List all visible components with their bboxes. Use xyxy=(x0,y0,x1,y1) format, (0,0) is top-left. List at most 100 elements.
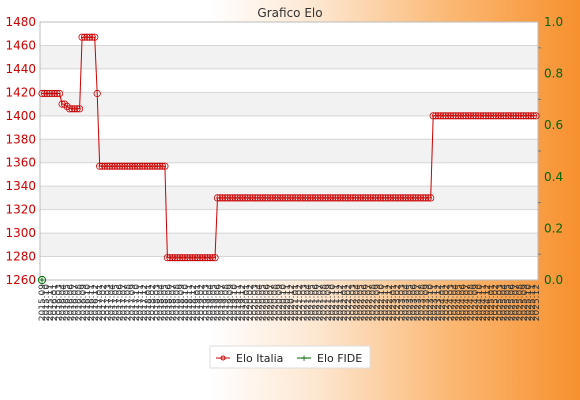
point-elo-italia[interactable] xyxy=(118,162,126,170)
point-elo-italia[interactable] xyxy=(477,112,485,120)
point-elo-italia[interactable] xyxy=(40,89,49,98)
point-elo-italia[interactable] xyxy=(218,194,227,202)
point-elo-italia[interactable] xyxy=(126,162,134,170)
point-elo-italia[interactable] xyxy=(439,112,447,120)
point-elo-italia[interactable] xyxy=(306,194,314,202)
point-elo-italia[interactable] xyxy=(289,194,297,202)
point-elo-italia[interactable] xyxy=(437,112,445,120)
point-elo-italia[interactable] xyxy=(101,162,109,170)
point-elo-italia[interactable] xyxy=(103,162,111,170)
point-elo-italia[interactable] xyxy=(133,162,141,170)
point-elo-italia[interactable] xyxy=(427,194,435,202)
point-elo-italia[interactable] xyxy=(146,162,154,170)
point-elo-italia[interactable] xyxy=(261,194,269,202)
point-elo-italia[interactable] xyxy=(206,254,214,262)
point-elo-italia[interactable] xyxy=(326,194,334,202)
point-elo-italia[interactable] xyxy=(299,194,307,202)
point-elo-italia[interactable] xyxy=(524,112,533,120)
point-elo-italia[interactable] xyxy=(497,112,505,120)
point-elo-italia[interactable] xyxy=(361,194,370,202)
point-elo-italia[interactable] xyxy=(404,194,412,202)
point-elo-italia[interactable] xyxy=(381,194,390,202)
point-elo-italia[interactable] xyxy=(181,254,189,262)
point-elo-italia[interactable] xyxy=(432,112,440,120)
point-elo-italia[interactable] xyxy=(386,194,395,202)
point-elo-italia[interactable] xyxy=(334,194,342,202)
point-elo-italia[interactable] xyxy=(409,194,417,202)
point-elo-italia[interactable] xyxy=(464,112,472,120)
point-elo-italia[interactable] xyxy=(229,194,237,202)
point-elo-italia[interactable] xyxy=(198,254,207,262)
point-elo-italia[interactable] xyxy=(138,162,146,170)
point-elo-italia[interactable] xyxy=(286,194,294,202)
point-elo-italia[interactable] xyxy=(158,162,166,170)
point-elo-italia[interactable] xyxy=(224,194,232,202)
point-elo-italia[interactable] xyxy=(276,194,284,202)
point-elo-italia[interactable] xyxy=(304,194,312,202)
point-elo-italia[interactable] xyxy=(269,194,277,202)
point-elo-italia[interactable] xyxy=(48,89,56,98)
point-elo-italia[interactable] xyxy=(151,162,159,170)
point-elo-italia[interactable] xyxy=(50,89,59,98)
point-elo-italia[interactable] xyxy=(113,162,121,170)
point-elo-italia[interactable] xyxy=(60,100,69,108)
point-elo-italia[interactable] xyxy=(208,254,217,262)
point-elo-italia[interactable] xyxy=(527,112,535,120)
point-elo-italia[interactable] xyxy=(193,254,202,262)
point-elo-italia[interactable] xyxy=(514,112,523,120)
point-elo-italia[interactable] xyxy=(71,105,79,113)
point-elo-italia[interactable] xyxy=(178,254,186,262)
point-elo-italia[interactable] xyxy=(163,254,171,262)
point-elo-italia[interactable] xyxy=(467,112,475,120)
point-elo-italia[interactable] xyxy=(136,162,144,170)
point-elo-italia[interactable] xyxy=(499,112,507,120)
point-elo-italia[interactable] xyxy=(53,89,61,98)
point-elo-italia[interactable] xyxy=(43,89,51,98)
point-elo-italia[interactable] xyxy=(517,112,525,120)
point-elo-italia[interactable] xyxy=(396,194,405,202)
point-elo-italia[interactable] xyxy=(399,194,407,202)
point-elo-italia[interactable] xyxy=(494,112,502,120)
point-elo-italia[interactable] xyxy=(462,112,470,120)
point-elo-italia[interactable] xyxy=(519,112,528,120)
point-elo-italia[interactable] xyxy=(504,112,512,120)
point-elo-italia[interactable] xyxy=(354,194,362,202)
point-elo-italia[interactable] xyxy=(502,112,510,120)
point-elo-italia[interactable] xyxy=(186,254,194,262)
point-elo-italia[interactable] xyxy=(349,194,357,202)
point-elo-italia[interactable] xyxy=(321,194,329,202)
point-elo-italia[interactable] xyxy=(141,162,149,170)
point-elo-italia[interactable] xyxy=(479,112,487,120)
point-elo-italia[interactable] xyxy=(379,194,387,202)
point-elo-italia[interactable] xyxy=(449,112,457,120)
point-elo-italia[interactable] xyxy=(532,112,540,120)
legend-item-elo-fide[interactable]: + Elo FIDE xyxy=(297,352,362,365)
point-elo-italia[interactable] xyxy=(394,194,402,202)
point-elo-italia[interactable] xyxy=(522,112,530,120)
point-elo-italia[interactable] xyxy=(472,112,480,120)
point-elo-italia[interactable] xyxy=(196,254,204,262)
point-elo-italia[interactable] xyxy=(83,33,91,41)
point-elo-italia[interactable] xyxy=(183,254,191,262)
point-elo-italia[interactable] xyxy=(389,194,397,202)
point-elo-italia[interactable] xyxy=(324,194,332,202)
point-elo-italia[interactable] xyxy=(211,254,219,262)
point-elo-italia[interactable] xyxy=(78,33,86,41)
point-elo-italia[interactable] xyxy=(356,194,365,202)
point-elo-italia[interactable] xyxy=(201,254,209,262)
point-elo-italia[interactable] xyxy=(45,89,54,98)
point-elo-italia[interactable] xyxy=(148,162,156,170)
point-elo-italia[interactable] xyxy=(444,112,452,120)
point-elo-italia[interactable] xyxy=(414,194,422,202)
point-elo-italia[interactable] xyxy=(274,194,282,202)
point-elo-italia[interactable] xyxy=(213,194,222,202)
point-elo-italia[interactable] xyxy=(86,33,94,41)
point-elo-italia[interactable] xyxy=(344,194,352,202)
point-elo-italia[interactable] xyxy=(88,33,96,41)
point-elo-italia[interactable] xyxy=(38,89,46,98)
point-elo-italia[interactable] xyxy=(131,162,139,170)
point-elo-italia[interactable] xyxy=(121,162,129,170)
point-elo-italia[interactable] xyxy=(116,162,124,170)
point-elo-italia[interactable] xyxy=(489,112,497,120)
point-elo-italia[interactable] xyxy=(156,162,164,170)
